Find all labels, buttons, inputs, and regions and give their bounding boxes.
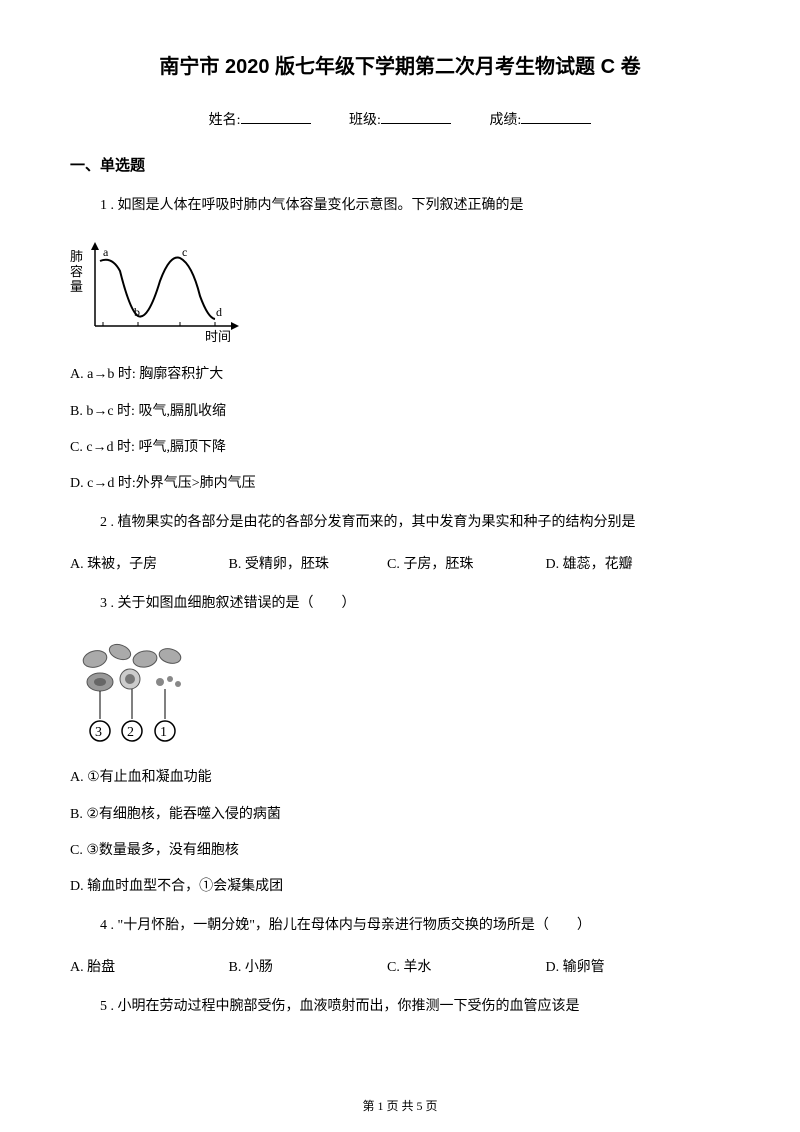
score-label: 成绩: — [489, 113, 521, 128]
q1-option-b: B. b→c 时: 吸气,膈肌收缩 — [70, 401, 730, 423]
chart-point-a: a — [103, 245, 109, 259]
chart-point-b: b — [134, 305, 140, 319]
question-3-text: 3 . 关于如图血细胞叙述错误的是（ ） — [70, 591, 730, 616]
chart2-label-3: 3 — [95, 725, 102, 740]
chart2-label-2: 2 — [127, 725, 134, 740]
chart-ylabel-1: 肺 — [70, 249, 83, 264]
q3-option-c: C. ③数量最多，没有细胞核 — [70, 840, 730, 862]
class-blank — [381, 123, 451, 124]
chart-xlabel: 时间 — [205, 329, 231, 344]
q4-options: A. 胎盘 B. 小肠 C. 羊水 D. 输卵管 — [70, 956, 730, 976]
q3-option-d: D. 输血时血型不合，①会凝集成团 — [70, 876, 730, 898]
chart2-label-1: 1 — [160, 725, 167, 740]
student-info-line: 姓名: 班级: 成绩: — [70, 109, 730, 129]
q4-option-c: C. 羊水 — [387, 956, 542, 976]
section-title: 一、单选题 — [70, 154, 730, 175]
score-blank — [521, 123, 591, 124]
figure-1: a b c d 肺 容 量 时间 — [70, 236, 730, 346]
q3-option-b: B. ②有细胞核，能吞噬入侵的病菌 — [70, 804, 730, 826]
lung-capacity-chart: a b c d 肺 容 量 时间 — [70, 236, 250, 346]
figure-2: 3 2 1 — [70, 634, 730, 749]
chart-ylabel-3: 量 — [70, 279, 83, 294]
page-title: 南宁市 2020 版七年级下学期第二次月考生物试题 C 卷 — [70, 50, 730, 79]
question-1-text: 1 . 如图是人体在呼吸时肺内气体容量变化示意图。下列叙述正确的是 — [70, 193, 730, 218]
q1-option-c: C. c→d 时: 呼气,膈顶下降 — [70, 437, 730, 459]
question-5-text: 5 . 小明在劳动过程中腕部受伤，血液喷射而出，你推测一下受伤的血管应该是 — [70, 994, 730, 1019]
class-label: 班级: — [349, 113, 381, 128]
chart-ylabel-2: 容 — [70, 264, 83, 279]
name-blank — [241, 123, 311, 124]
q2-option-a: A. 珠被，子房 — [70, 553, 225, 573]
q3-option-a: A. ①有止血和凝血功能 — [70, 767, 730, 789]
q4-option-b: B. 小肠 — [229, 956, 384, 976]
q2-option-d: D. 雄蕊，花瓣 — [546, 553, 701, 573]
question-2-text: 2 . 植物果实的各部分是由花的各部分发育而来的，其中发育为果实和种子的结构分别… — [70, 510, 730, 535]
q2-option-c: C. 子房，胚珠 — [387, 553, 542, 573]
blood-cells-chart: 3 2 1 — [70, 634, 210, 749]
name-label: 姓名: — [209, 113, 241, 128]
chart-point-d: d — [216, 305, 222, 319]
q2-options: A. 珠被，子房 B. 受精卵，胚珠 C. 子房，胚珠 D. 雄蕊，花瓣 — [70, 553, 730, 573]
q2-option-b: B. 受精卵，胚珠 — [229, 553, 384, 573]
question-4-text: 4 . "十月怀胎，一朝分娩"，胎儿在母体内与母亲进行物质交换的场所是（ ） — [70, 913, 730, 938]
chart-point-c: c — [182, 245, 187, 259]
q1-option-d: D. c→d 时:外界气压>肺内气压 — [70, 473, 730, 495]
page-footer: 第 1 页 共 5 页 — [0, 1097, 800, 1114]
q4-option-a: A. 胎盘 — [70, 956, 225, 976]
q1-option-a: A. a→b 时: 胸廓容积扩大 — [70, 364, 730, 386]
q4-option-d: D. 输卵管 — [546, 956, 701, 976]
